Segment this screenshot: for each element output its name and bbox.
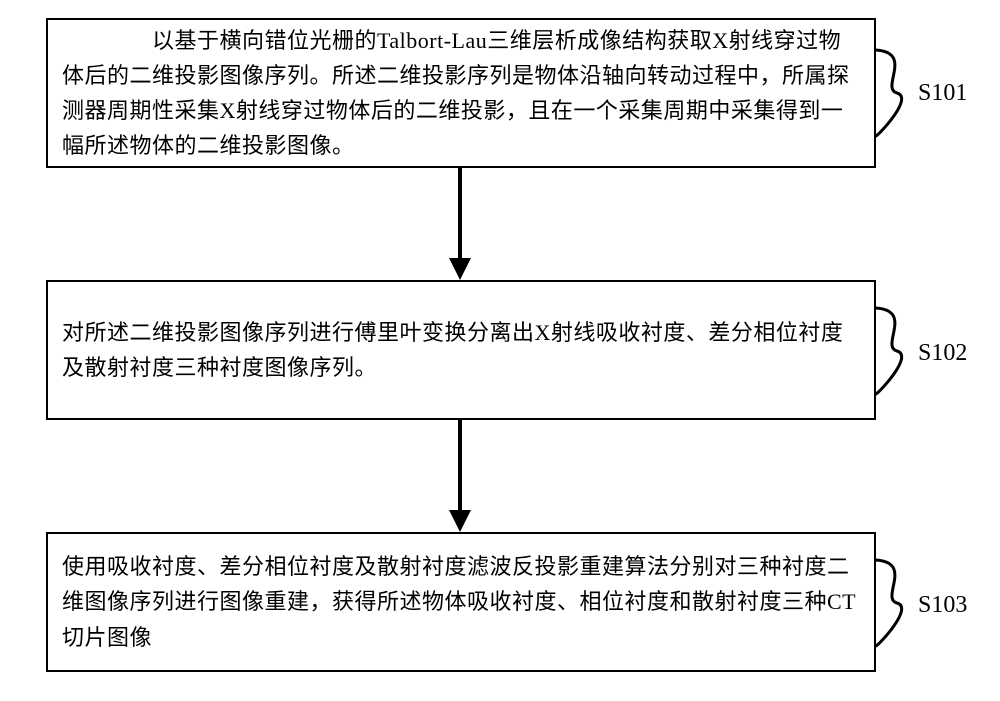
- step-s103-text: 使用吸收衬度、差分相位衬度及散射衬度滤波反投影重建算法分别对三种衬度二维图像序列…: [62, 549, 860, 655]
- arrow-head-icon: [449, 510, 471, 532]
- connector-squiggle-icon: [876, 48, 918, 138]
- step-s102-box: 对所述二维投影图像序列进行傅里叶变换分离出X射线吸收衬度、差分相位衬度及散射衬度…: [46, 280, 876, 420]
- connector-squiggle-icon: [876, 306, 918, 396]
- step-s101-content: 以基于横向错位光栅的Talbort-Lau三维层析成像结构获取X射线穿过物体后的…: [62, 28, 850, 159]
- flowchart-canvas: 以基于横向错位光栅的Talbort-Lau三维层析成像结构获取X射线穿过物体后的…: [0, 0, 1000, 701]
- arrow-s101-to-s102: [458, 168, 462, 260]
- arrow-s102-to-s103: [458, 420, 462, 512]
- step-s103-content: 使用吸收衬度、差分相位衬度及散射衬度滤波反投影重建算法分别对三种衬度二维图像序列…: [62, 554, 856, 649]
- step-s102-content: 对所述二维投影图像序列进行傅里叶变换分离出X射线吸收衬度、差分相位衬度及散射衬度…: [62, 320, 843, 380]
- step-s103-box: 使用吸收衬度、差分相位衬度及散射衬度滤波反投影重建算法分别对三种衬度二维图像序列…: [46, 532, 876, 672]
- connector-squiggle-icon: [876, 558, 918, 648]
- arrow-head-icon: [449, 258, 471, 280]
- step-s102-text: 对所述二维投影图像序列进行傅里叶变换分离出X射线吸收衬度、差分相位衬度及散射衬度…: [62, 315, 860, 385]
- step-label-s101: S101: [918, 80, 967, 107]
- step-s101-box: 以基于横向错位光栅的Talbort-Lau三维层析成像结构获取X射线穿过物体后的…: [46, 18, 876, 168]
- step-s101-text: 以基于横向错位光栅的Talbort-Lau三维层析成像结构获取X射线穿过物体后的…: [62, 23, 860, 164]
- step-label-s102: S102: [918, 340, 967, 367]
- step-label-s103: S103: [918, 592, 967, 619]
